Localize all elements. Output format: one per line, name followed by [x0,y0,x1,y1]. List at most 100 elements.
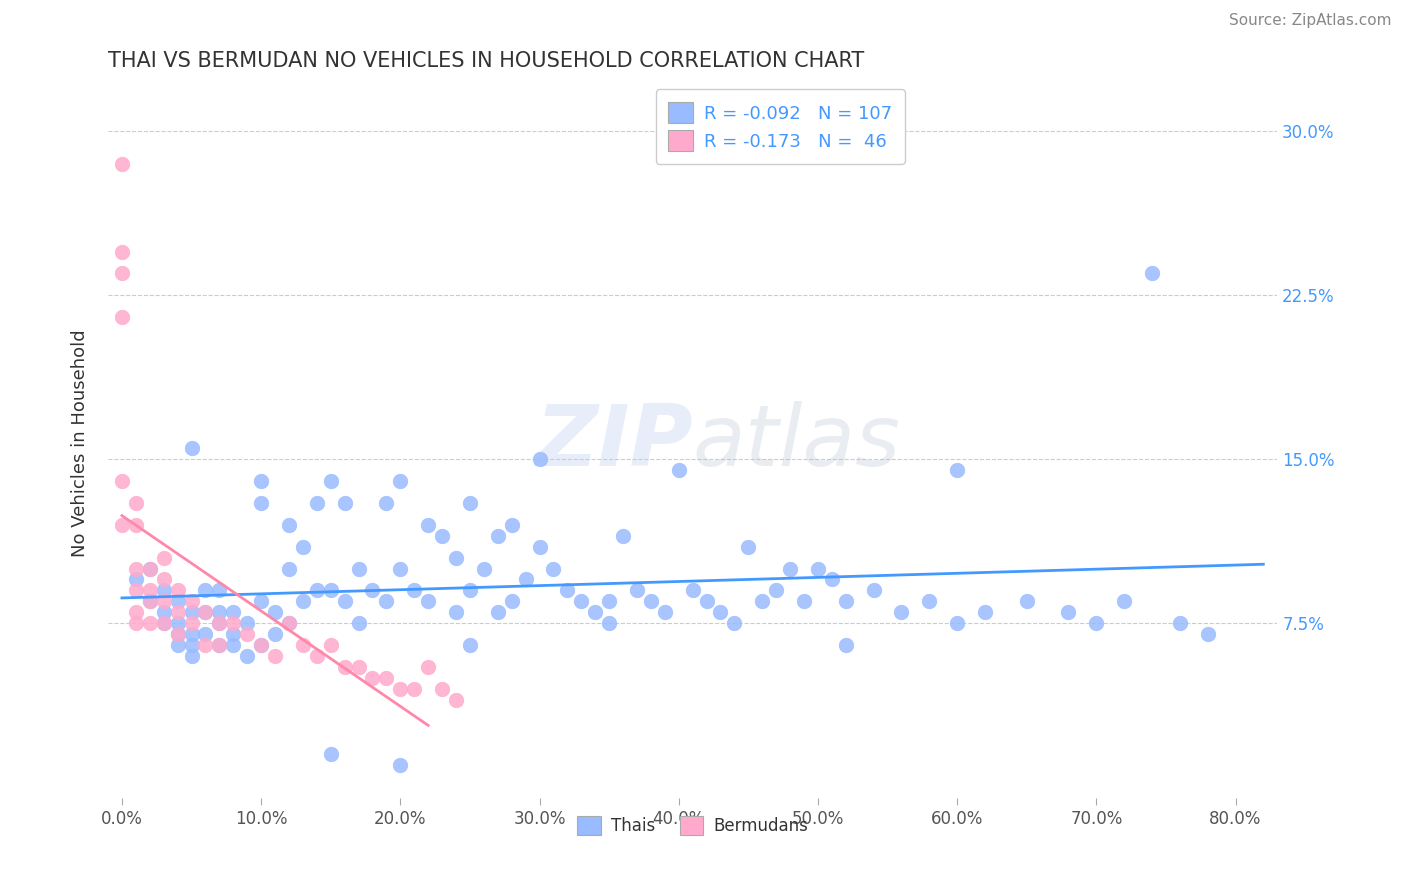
Point [821,573,844,587]
Point [1140,266,1163,280]
Point [208,605,231,619]
Point [125,616,148,631]
Point [278,616,301,631]
Point [139,616,162,631]
Point [458,638,481,652]
Point [1168,616,1191,631]
Point [236,627,259,641]
Point [389,758,412,772]
Point [152,573,174,587]
Legend: Thais, Bermudans: Thais, Bermudans [569,807,817,843]
Point [486,605,509,619]
Point [264,648,287,663]
Point [430,529,453,543]
Point [222,627,245,641]
Point [305,583,328,598]
Point [236,648,259,663]
Point [835,638,858,652]
Point [111,157,134,171]
Point [111,474,134,488]
Point [236,616,259,631]
Point [583,605,606,619]
Point [709,605,731,619]
Point [946,463,969,477]
Point [696,594,718,608]
Point [444,692,467,706]
Point [250,638,273,652]
Point [807,561,830,575]
Point [139,561,162,575]
Point [152,550,174,565]
Point [319,583,342,598]
Point [125,573,148,587]
Point [125,496,148,510]
Point [361,583,384,598]
Point [194,605,217,619]
Point [793,594,815,608]
Point [250,496,273,510]
Point [418,594,440,608]
Point [305,496,328,510]
Point [529,540,551,554]
Point [598,616,620,631]
Point [1057,605,1080,619]
Point [180,627,202,641]
Point [139,583,162,598]
Point [375,671,398,685]
Point [418,660,440,674]
Point [779,561,801,575]
Point [612,529,634,543]
Point [347,616,370,631]
Point [305,648,328,663]
Point [375,496,398,510]
Point [486,529,509,543]
Point [180,594,202,608]
Point [515,573,537,587]
Point [418,517,440,532]
Point [319,747,342,762]
Point [125,561,148,575]
Point [543,561,565,575]
Point [166,605,188,619]
Y-axis label: No Vehicles in Household: No Vehicles in Household [72,329,89,557]
Point [389,474,412,488]
Point [319,638,342,652]
Point [111,517,134,532]
Point [430,681,453,696]
Point [152,616,174,631]
Point [264,627,287,641]
Point [250,638,273,652]
Point [333,660,356,674]
Point [194,605,217,619]
Point [765,583,787,598]
Point [835,594,858,608]
Text: atlas: atlas [693,401,901,484]
Point [598,594,620,608]
Point [194,638,217,652]
Point [557,583,579,598]
Point [222,605,245,619]
Point [139,594,162,608]
Point [333,594,356,608]
Point [640,594,662,608]
Point [1015,594,1038,608]
Point [1114,594,1136,608]
Point [208,616,231,631]
Point [278,561,301,575]
Point [458,496,481,510]
Point [180,616,202,631]
Point [361,671,384,685]
Point [166,638,188,652]
Point [404,583,426,598]
Point [404,681,426,696]
Point [974,605,997,619]
Point [250,594,273,608]
Text: Source: ZipAtlas.com: Source: ZipAtlas.com [1229,13,1392,29]
Point [208,638,231,652]
Point [222,616,245,631]
Point [389,561,412,575]
Point [569,594,592,608]
Point [152,605,174,619]
Point [152,616,174,631]
Point [626,583,648,598]
